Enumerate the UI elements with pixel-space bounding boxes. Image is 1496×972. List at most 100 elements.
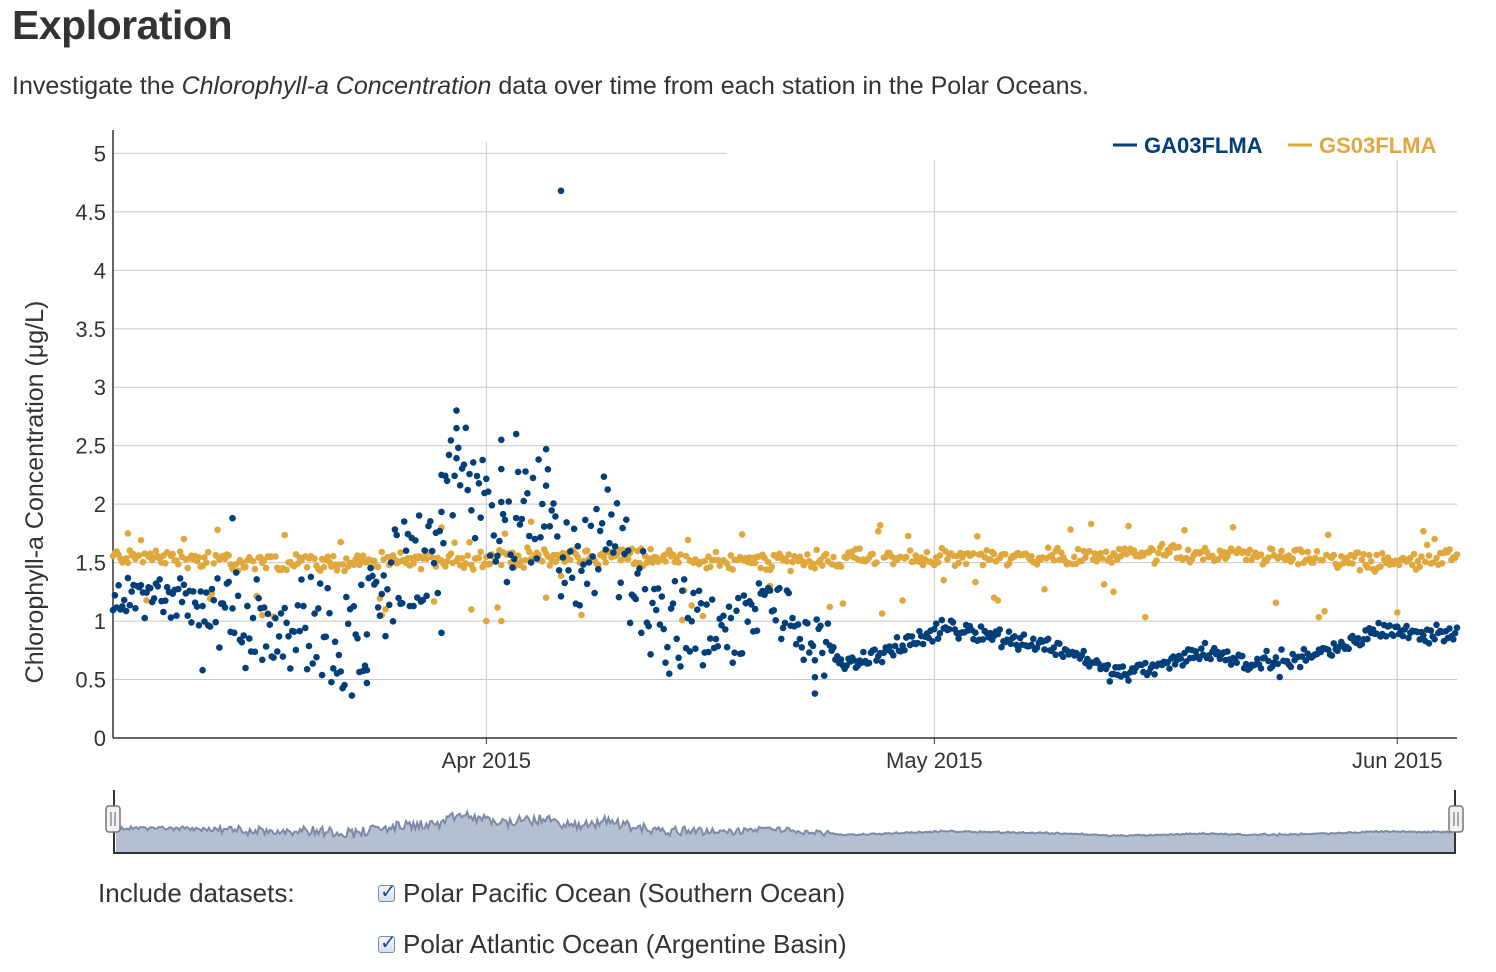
data-point: [1149, 546, 1156, 554]
data-point: [624, 547, 632, 554]
data-point: [647, 545, 654, 553]
dataset-toggle-polar-atlantic[interactable]: Polar Atlantic Ocean (Argentine Basin): [378, 929, 847, 960]
data-point: [1239, 652, 1246, 660]
data-point: [203, 589, 210, 596]
data-point: [1091, 550, 1099, 557]
data-point: [300, 602, 307, 610]
data-point: [680, 576, 688, 583]
data-point: [901, 646, 908, 654]
data-point: [270, 654, 277, 661]
data-point: [636, 565, 643, 572]
data-point: [998, 643, 1005, 651]
y-tick-label: 3: [94, 375, 106, 400]
data-point: [410, 602, 417, 610]
data-point: [1354, 549, 1362, 556]
data-point: [1272, 599, 1280, 606]
data-point: [705, 648, 712, 656]
data-point: [524, 490, 531, 497]
data-point: [576, 602, 583, 609]
legend-item-gs03flma[interactable]: GS03FLMA: [1319, 133, 1436, 158]
data-point: [488, 502, 496, 509]
data-point: [486, 560, 494, 568]
data-point: [647, 651, 654, 658]
data-point: [453, 454, 460, 462]
data-point: [688, 618, 695, 625]
data-point: [378, 548, 386, 556]
data-point: [152, 547, 160, 555]
data-point: [613, 500, 621, 507]
data-point: [546, 523, 554, 530]
y-tick-label: 4: [94, 258, 106, 283]
data-point: [1367, 558, 1375, 565]
data-point: [1408, 561, 1416, 569]
data-point: [316, 580, 324, 587]
data-point: [908, 633, 916, 640]
data-point: [568, 574, 576, 582]
data-point: [751, 605, 759, 613]
data-point: [447, 437, 455, 444]
data-point: [660, 625, 667, 633]
data-point: [542, 445, 550, 453]
data-point: [563, 519, 570, 526]
data-point: [358, 581, 365, 589]
range-navigator[interactable]: [105, 790, 1464, 854]
data-point: [421, 547, 429, 554]
data-point: [337, 668, 345, 675]
data-point: [600, 473, 608, 481]
legend[interactable]: GA03FLMA GS03FLMA: [1113, 133, 1436, 158]
data-point: [1100, 581, 1108, 588]
data-point: [871, 646, 878, 653]
data-point: [498, 436, 505, 444]
data-point: [727, 614, 735, 622]
data-point: [1330, 640, 1338, 647]
data-point: [260, 604, 268, 611]
data-point: [324, 553, 332, 561]
checkbox-polar-atlantic[interactable]: [378, 930, 397, 954]
data-point: [686, 648, 694, 655]
data-point: [1390, 632, 1397, 639]
legend-item-ga03flma[interactable]: GA03FLMA: [1144, 133, 1263, 158]
data-point: [162, 560, 169, 567]
data-point: [1356, 566, 1364, 574]
data-point: [307, 573, 315, 581]
checkbox-polar-pacific[interactable]: [378, 879, 397, 903]
data-point: [557, 572, 565, 580]
data-point: [1119, 663, 1127, 670]
data-point: [804, 620, 811, 627]
data-point: [1203, 548, 1211, 556]
y-axis-label: Chlorophyll-a Concentration (μg/L): [21, 301, 49, 684]
data-point: [322, 633, 330, 640]
data-point: [656, 621, 664, 628]
navigator-handle-right[interactable]: [1448, 805, 1464, 833]
data-point: [1420, 527, 1427, 535]
data-point: [940, 576, 947, 584]
data-point: [1319, 557, 1326, 564]
data-point: [1175, 543, 1183, 551]
data-point: [1433, 554, 1440, 562]
data-point: [873, 559, 880, 566]
navigator-handle-left[interactable]: [105, 805, 121, 833]
data-point: [443, 558, 451, 565]
data-point: [1254, 655, 1261, 663]
data-point: [701, 557, 708, 565]
data-point: [1429, 559, 1436, 566]
dataset-toggle-polar-pacific[interactable]: Polar Pacific Ocean (Southern Ocean): [378, 878, 845, 909]
data-point: [1451, 629, 1459, 637]
data-point: [1044, 544, 1052, 551]
data-point: [1373, 551, 1380, 559]
data-point: [372, 578, 380, 586]
data-point: [764, 558, 772, 566]
data-point: [1030, 635, 1037, 643]
data-point: [333, 567, 341, 574]
data-point: [135, 552, 143, 559]
data-point: [262, 643, 270, 650]
data-point: [923, 548, 931, 556]
data-point: [296, 627, 304, 635]
intro-before: Investigate the: [12, 72, 182, 100]
data-point: [1328, 652, 1336, 659]
data-point: [1227, 661, 1235, 668]
data-point: [1117, 552, 1125, 560]
data-point: [1246, 546, 1254, 554]
data-point: [615, 593, 623, 601]
data-point: [944, 556, 951, 563]
